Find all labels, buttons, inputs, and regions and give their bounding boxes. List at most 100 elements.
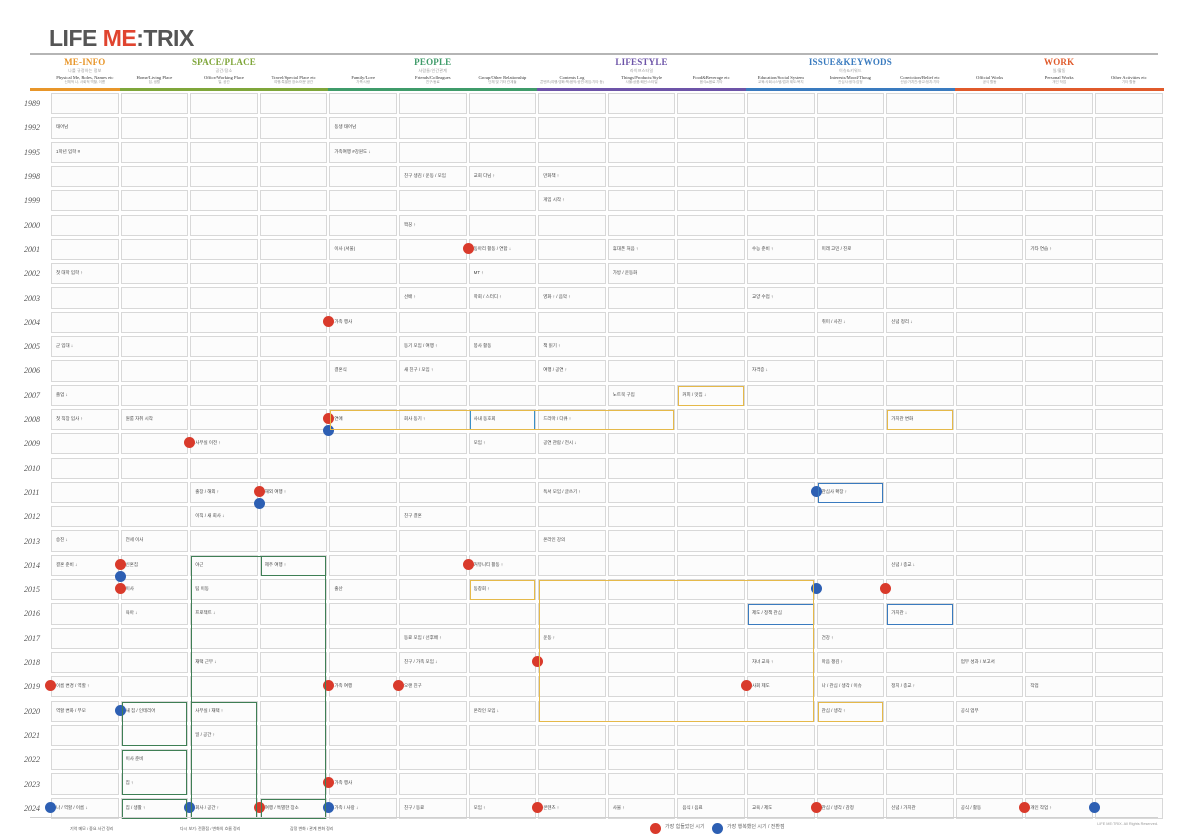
grid-cell[interactable] (51, 627, 119, 649)
grid-cell[interactable] (816, 141, 885, 163)
grid-cell[interactable] (120, 384, 189, 406)
grid-cell[interactable] (190, 457, 258, 479)
grid-cell[interactable] (51, 287, 119, 309)
grid-cell[interactable] (1025, 141, 1093, 163)
grid-cell[interactable] (747, 554, 815, 576)
grid-cell[interactable] (190, 749, 258, 771)
grid-cell[interactable] (120, 336, 189, 358)
grid-cell[interactable] (955, 384, 1024, 406)
grid-cell[interactable] (51, 724, 119, 747)
grid-cell[interactable] (886, 627, 954, 649)
grid-cell[interactable] (607, 190, 676, 212)
grid-cell[interactable] (468, 117, 537, 139)
grid-cell[interactable] (468, 190, 537, 212)
grid-cell[interactable] (747, 773, 815, 795)
grid-cell[interactable] (1095, 481, 1163, 504)
grid-cell[interactable] (538, 530, 606, 552)
grid-cell[interactable] (399, 749, 467, 771)
grid-cell[interactable] (1025, 530, 1093, 552)
grid-cell[interactable] (259, 165, 328, 188)
grid-cell[interactable] (1095, 336, 1163, 358)
grid-cell[interactable] (120, 627, 189, 649)
grid-cell[interactable] (955, 506, 1024, 528)
grid-cell[interactable] (816, 165, 885, 188)
grid-cell[interactable] (468, 384, 537, 406)
grid-cell[interactable] (538, 311, 606, 333)
grid-cell[interactable] (329, 554, 397, 576)
grid-cell[interactable] (399, 433, 467, 455)
grid-cell[interactable] (259, 749, 328, 771)
grid-cell[interactable] (51, 506, 119, 528)
grid-cell[interactable] (677, 579, 745, 601)
grid-cell[interactable] (607, 724, 676, 747)
grid-cell[interactable] (816, 117, 885, 139)
grid-cell[interactable] (677, 554, 745, 576)
grid-cell[interactable] (190, 579, 258, 601)
grid-cell[interactable] (120, 263, 189, 285)
grid-cell[interactable] (955, 408, 1024, 431)
grid-cell[interactable] (607, 603, 676, 625)
grid-cell[interactable] (120, 190, 189, 212)
grid-cell[interactable] (955, 190, 1024, 212)
grid-cell[interactable] (1095, 579, 1163, 601)
grid-cell[interactable] (1095, 190, 1163, 212)
grid-cell[interactable] (399, 360, 467, 382)
grid-cell[interactable] (607, 773, 676, 795)
grid-cell[interactable] (816, 773, 885, 795)
grid-cell[interactable] (259, 263, 328, 285)
grid-cell[interactable] (816, 263, 885, 285)
grid-cell[interactable] (677, 433, 745, 455)
grid-cell[interactable] (1025, 360, 1093, 382)
grid-cell[interactable] (607, 287, 676, 309)
grid-cell[interactable] (955, 311, 1024, 333)
grid-cell[interactable] (190, 287, 258, 309)
grid-cell[interactable] (399, 190, 467, 212)
grid-cell[interactable] (886, 141, 954, 163)
grid-cell[interactable] (259, 724, 328, 747)
grid-cell[interactable] (399, 530, 467, 552)
grid-cell[interactable] (399, 797, 467, 819)
grid-cell[interactable] (1095, 287, 1163, 309)
grid-cell[interactable] (468, 724, 537, 747)
grid-cell[interactable] (607, 117, 676, 139)
grid-cell[interactable] (1095, 384, 1163, 406)
grid-cell[interactable] (468, 506, 537, 528)
grid-cell[interactable] (190, 190, 258, 212)
grid-cell[interactable] (1095, 263, 1163, 285)
grid-cell[interactable] (538, 676, 606, 698)
grid-cell[interactable] (607, 676, 676, 698)
grid-cell[interactable] (51, 336, 119, 358)
grid-cell[interactable] (329, 627, 397, 649)
grid-cell[interactable] (1025, 408, 1093, 431)
grid-cell[interactable] (1025, 651, 1093, 674)
grid-cell[interactable] (329, 700, 397, 722)
grid-cell[interactable] (329, 749, 397, 771)
grid-cell[interactable] (747, 336, 815, 358)
grid-cell[interactable] (886, 481, 954, 504)
grid-cell[interactable] (538, 336, 606, 358)
grid-cell[interactable] (259, 433, 328, 455)
grid-cell[interactable] (747, 749, 815, 771)
grid-cell[interactable] (329, 530, 397, 552)
grid-cell[interactable] (1025, 263, 1093, 285)
grid-cell[interactable] (259, 117, 328, 139)
grid-cell[interactable] (120, 165, 189, 188)
grid-cell[interactable] (955, 700, 1024, 722)
grid-cell[interactable] (1095, 676, 1163, 698)
grid-cell[interactable] (816, 724, 885, 747)
grid-cell[interactable] (816, 676, 885, 698)
grid-cell[interactable] (399, 579, 467, 601)
grid-cell[interactable] (399, 627, 467, 649)
grid-cell[interactable] (538, 165, 606, 188)
grid-cell[interactable] (399, 238, 467, 261)
grid-cell[interactable] (1025, 481, 1093, 504)
grid-cell[interactable] (677, 676, 745, 698)
grid-cell[interactable] (259, 360, 328, 382)
grid-cell[interactable] (677, 93, 745, 115)
grid-cell[interactable] (677, 311, 745, 333)
grid-cell[interactable] (399, 700, 467, 722)
grid-cell[interactable] (329, 457, 397, 479)
grid-cell[interactable] (190, 263, 258, 285)
grid-cell[interactable] (259, 506, 328, 528)
grid-cell[interactable] (886, 797, 954, 819)
